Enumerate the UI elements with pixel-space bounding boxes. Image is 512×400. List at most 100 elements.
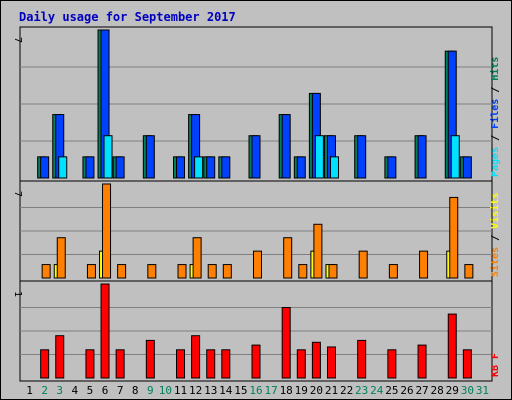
bar-kbf-kb-f-day-23 [357, 339, 367, 379]
bar-kbf-kb-f-day-16 [251, 344, 261, 379]
bar-visits-sites-sites-day-27 [419, 250, 429, 279]
x-tick-label-day-7: 7 [117, 384, 124, 397]
bar-kbf-kb-f-day-20 [311, 341, 321, 379]
bar-kbf-kb-f-day-12 [191, 335, 201, 379]
panel-visits-sites-legend-segment-1: / [490, 229, 501, 247]
bar-visits-sites-sites-day-29 [449, 196, 459, 279]
bar-kbf-kb-f-day-9 [145, 339, 155, 379]
bar-visits-sites-sites-day-5 [86, 264, 96, 279]
x-tick-label-day-25: 25 [385, 384, 398, 397]
x-tick-label-day-8: 8 [132, 384, 139, 397]
panel-kbf-legend-label: KB F [490, 353, 501, 377]
bar-hits-files-pages-files-day-16 [251, 135, 261, 179]
bar-hits-files-pages-files-day-23 [357, 135, 367, 179]
panel-hits-files-pages-ymax-label: 7 [12, 37, 23, 43]
bar-hits-files-pages-files-day-30 [462, 156, 472, 179]
bar-visits-sites-sites-day-9 [147, 264, 157, 279]
bar-visits-sites-sites-day-14 [222, 264, 232, 279]
x-tick-label-day-15: 15 [234, 384, 247, 397]
bar-kbf-kb-f-day-2 [40, 349, 50, 379]
panel-hits-files-pages-legend-segment-2: Files [489, 99, 501, 129]
bar-hits-files-pages-pages-day-29 [450, 135, 460, 179]
panel-kbf-ymax-label: 1 [12, 291, 23, 297]
x-tick-label-day-18: 18 [280, 384, 293, 397]
panel-visits-sites-ymax-label: 7 [12, 191, 23, 197]
x-tick-label-day-31: 31 [476, 384, 489, 397]
bar-kbf-kb-f-day-25 [387, 349, 397, 379]
x-tick-label-day-12: 12 [189, 384, 202, 397]
bar-hits-files-pages-pages-day-6 [103, 135, 113, 179]
panel-hits-files-pages-legend-segment-4: Hits [489, 57, 501, 81]
bar-visits-sites-sites-day-19 [298, 264, 308, 279]
x-tick-label-day-1: 1 [26, 384, 33, 397]
bar-hits-files-pages-files-day-7 [115, 156, 125, 179]
x-tick-label-day-5: 5 [87, 384, 94, 397]
bar-hits-files-pages-files-day-13 [206, 156, 216, 179]
bar-visits-sites-sites-day-11 [177, 264, 187, 279]
panel-hits-files-pages-legend-segment-1: / [490, 129, 501, 147]
x-tick-label-day-19: 19 [295, 384, 308, 397]
x-tick-label-day-20: 20 [310, 384, 323, 397]
panel-hits-files-pages-legend-label: Pages / Files / Hits [489, 57, 501, 177]
bar-kbf-kb-f-day-13 [206, 349, 216, 379]
x-tick-label-day-22: 22 [340, 384, 353, 397]
bar-visits-sites-sites-day-3 [56, 237, 66, 279]
bar-kbf-kb-f-day-3 [55, 335, 65, 379]
x-tick-label-day-14: 14 [219, 384, 233, 397]
panel-visits-sites-legend-segment-0: Sites [489, 247, 501, 277]
panel-kbf-legend-segment-0: KB F [490, 353, 501, 377]
bar-hits-files-pages-files-day-27 [417, 135, 427, 179]
bar-hits-files-pages-files-day-2 [40, 156, 50, 179]
panel-hits-files-pages-legend-segment-3: / [490, 81, 501, 99]
x-tick-label-day-27: 27 [415, 384, 428, 397]
bar-hits-files-pages-pages-day-3 [58, 156, 68, 179]
x-tick-label-day-3: 3 [56, 384, 63, 397]
x-tick-label-day-21: 21 [325, 384, 338, 397]
x-tick-label-day-9: 9 [147, 384, 154, 397]
x-tick-label-day-28: 28 [431, 384, 444, 397]
x-tick-label-day-11: 11 [174, 384, 187, 397]
bar-visits-sites-sites-day-21 [328, 264, 338, 279]
bar-kbf-kb-f-day-14 [221, 349, 231, 379]
bar-kbf-kb-f-day-29 [447, 313, 457, 379]
bar-hits-files-pages-files-day-19 [296, 156, 306, 179]
x-tick-label-day-17: 17 [264, 384, 277, 397]
bar-visits-sites-sites-day-18 [283, 237, 293, 279]
bar-kbf-kb-f-day-30 [462, 349, 472, 379]
panel-visits-sites-legend-label: Sites / Visits [489, 193, 501, 277]
bar-kbf-kb-f-day-21 [326, 346, 336, 379]
bar-kbf-kb-f-day-19 [296, 349, 306, 379]
bar-hits-files-pages-pages-day-12 [194, 156, 204, 179]
bar-visits-sites-sites-day-20 [313, 223, 323, 279]
x-tick-label-day-30: 30 [461, 384, 474, 397]
bar-kbf-kb-f-day-11 [176, 349, 186, 379]
x-tick-label-day-2: 2 [41, 384, 48, 397]
bar-hits-files-pages-files-day-25 [387, 156, 397, 179]
bar-visits-sites-sites-day-12 [192, 237, 202, 279]
bar-kbf-kb-f-day-18 [281, 307, 291, 379]
panel-visits-sites-legend-segment-2: Visits [489, 193, 501, 229]
bar-hits-files-pages-pages-day-20 [314, 135, 324, 179]
x-tick-label-day-26: 26 [400, 384, 413, 397]
bar-kbf-kb-f-day-7 [115, 349, 125, 379]
panel-hits-files-pages-legend-segment-0: Pages [490, 147, 501, 177]
bar-visits-sites-sites-day-30 [464, 264, 474, 279]
bar-hits-files-pages-files-day-18 [281, 114, 291, 179]
x-tick-label-day-4: 4 [72, 384, 79, 397]
bar-kbf-kb-f-day-5 [85, 349, 95, 379]
bar-kbf-kb-f-day-27 [417, 344, 427, 379]
chart-title: Daily usage for September 2017 [19, 10, 236, 24]
bar-visits-sites-sites-day-16 [253, 250, 262, 279]
bar-hits-files-pages-files-day-11 [176, 156, 186, 179]
bar-visits-sites-sites-day-13 [207, 264, 217, 279]
bar-visits-sites-sites-day-2 [41, 264, 51, 279]
x-tick-label-day-16: 16 [249, 384, 262, 397]
bar-visits-sites-sites-day-23 [358, 250, 368, 279]
bar-visits-sites-sites-day-25 [388, 264, 398, 279]
bar-hits-files-pages-pages-day-21 [329, 156, 339, 179]
x-tick-label-day-23: 23 [355, 384, 368, 397]
x-tick-label-day-6: 6 [102, 384, 109, 397]
x-tick-label-day-10: 10 [159, 384, 172, 397]
